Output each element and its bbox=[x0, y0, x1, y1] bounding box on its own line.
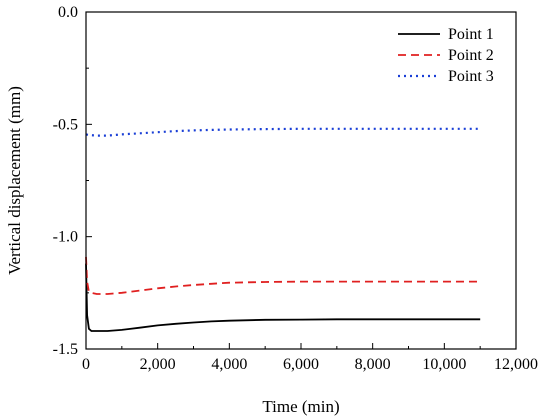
y-tick-label: 0.0 bbox=[58, 4, 78, 21]
series-layer bbox=[85, 127, 481, 332]
series-line-point-3 bbox=[85, 127, 481, 137]
y-tick-label: -1.0 bbox=[53, 229, 78, 246]
series-line-point-1 bbox=[85, 263, 481, 332]
x-tick-label: 6,000 bbox=[283, 356, 319, 373]
x-tick-label: 4,000 bbox=[211, 356, 247, 373]
x-tick-label: 12,000 bbox=[494, 356, 538, 373]
legend-label: Point 2 bbox=[448, 47, 494, 64]
legend-label: Point 1 bbox=[448, 26, 494, 43]
legend-label: Point 3 bbox=[448, 68, 494, 85]
y-tick-label: -0.5 bbox=[53, 116, 78, 133]
x-axis-title: Time (min) bbox=[262, 397, 339, 416]
legend: Point 1 Point 2 Point 3 bbox=[398, 26, 494, 85]
y-tick-label: -1.5 bbox=[53, 341, 78, 358]
x-tick-label: 2,000 bbox=[140, 356, 176, 373]
x-tick-label: 0 bbox=[82, 356, 90, 373]
ticks-layer: 0 2,000 4,000 6,000 8,000 10,000 12,000 0.0 -0.5… bbox=[53, 4, 538, 373]
y-axis-title: Vertical displacement (mm) bbox=[5, 86, 24, 275]
x-tick-label: 10,000 bbox=[422, 356, 466, 373]
series-line-point-2 bbox=[85, 256, 481, 295]
x-tick-label: 8,000 bbox=[355, 356, 391, 373]
